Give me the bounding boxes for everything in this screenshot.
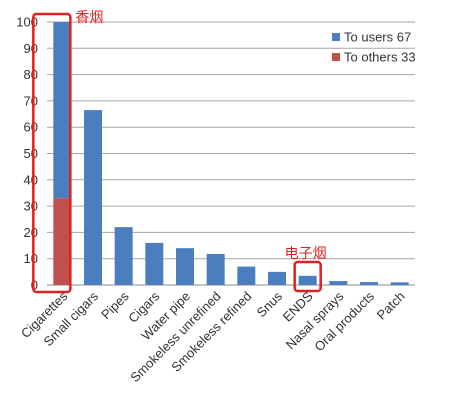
- bar-smokeless-unrefined-series-1: [206, 253, 225, 285]
- bar-water-pipe-series-1: [176, 248, 194, 285]
- y-tick-label: 60: [24, 120, 38, 135]
- legend: To users 67 To others 33: [332, 30, 416, 65]
- bar-snus-series-1: [268, 271, 286, 285]
- legend-label: To users 67: [344, 30, 411, 45]
- y-tick-label: 100: [16, 15, 38, 30]
- y-tick-label: 90: [24, 41, 38, 56]
- y-tick-label: 40: [24, 172, 38, 187]
- bar-smokeless-refined-series-1: [237, 266, 256, 285]
- bar-nasal-sprays-series-1: [329, 281, 348, 285]
- cigarettes-highlight-box: [32, 12, 72, 294]
- bars: [53, 22, 409, 285]
- y-tick-label: 70: [24, 93, 38, 108]
- bar-ends-series-1: [298, 275, 317, 285]
- bar-patch-series-1: [390, 282, 409, 285]
- legend-swatch: [332, 33, 340, 41]
- y-tick-label: 20: [24, 225, 38, 240]
- y-tick-label: 30: [24, 199, 38, 214]
- bar-cigarettes-series-1: [53, 22, 72, 199]
- ends-annotation-label: 电子烟: [285, 245, 327, 261]
- cigarettes-annotation-label: 香烟: [75, 9, 103, 25]
- y-tick-label: 10: [24, 251, 38, 266]
- bar-oral-products-series-1: [360, 282, 378, 285]
- ends-highlight-box: [293, 260, 322, 293]
- x-tick-label: Patch: [374, 289, 408, 323]
- bar-cigars-series-1: [145, 242, 164, 285]
- y-tick-label: 80: [24, 67, 38, 82]
- bar-small-cigars-series-1: [84, 110, 102, 285]
- gridlines: [47, 21, 415, 286]
- legend-swatch: [332, 53, 340, 61]
- y-tick-label: 50: [24, 146, 38, 161]
- bar-pipes-series-1: [114, 227, 133, 285]
- bar-cigarettes-series-0: [53, 198, 72, 285]
- legend-label: To others 33: [344, 50, 416, 65]
